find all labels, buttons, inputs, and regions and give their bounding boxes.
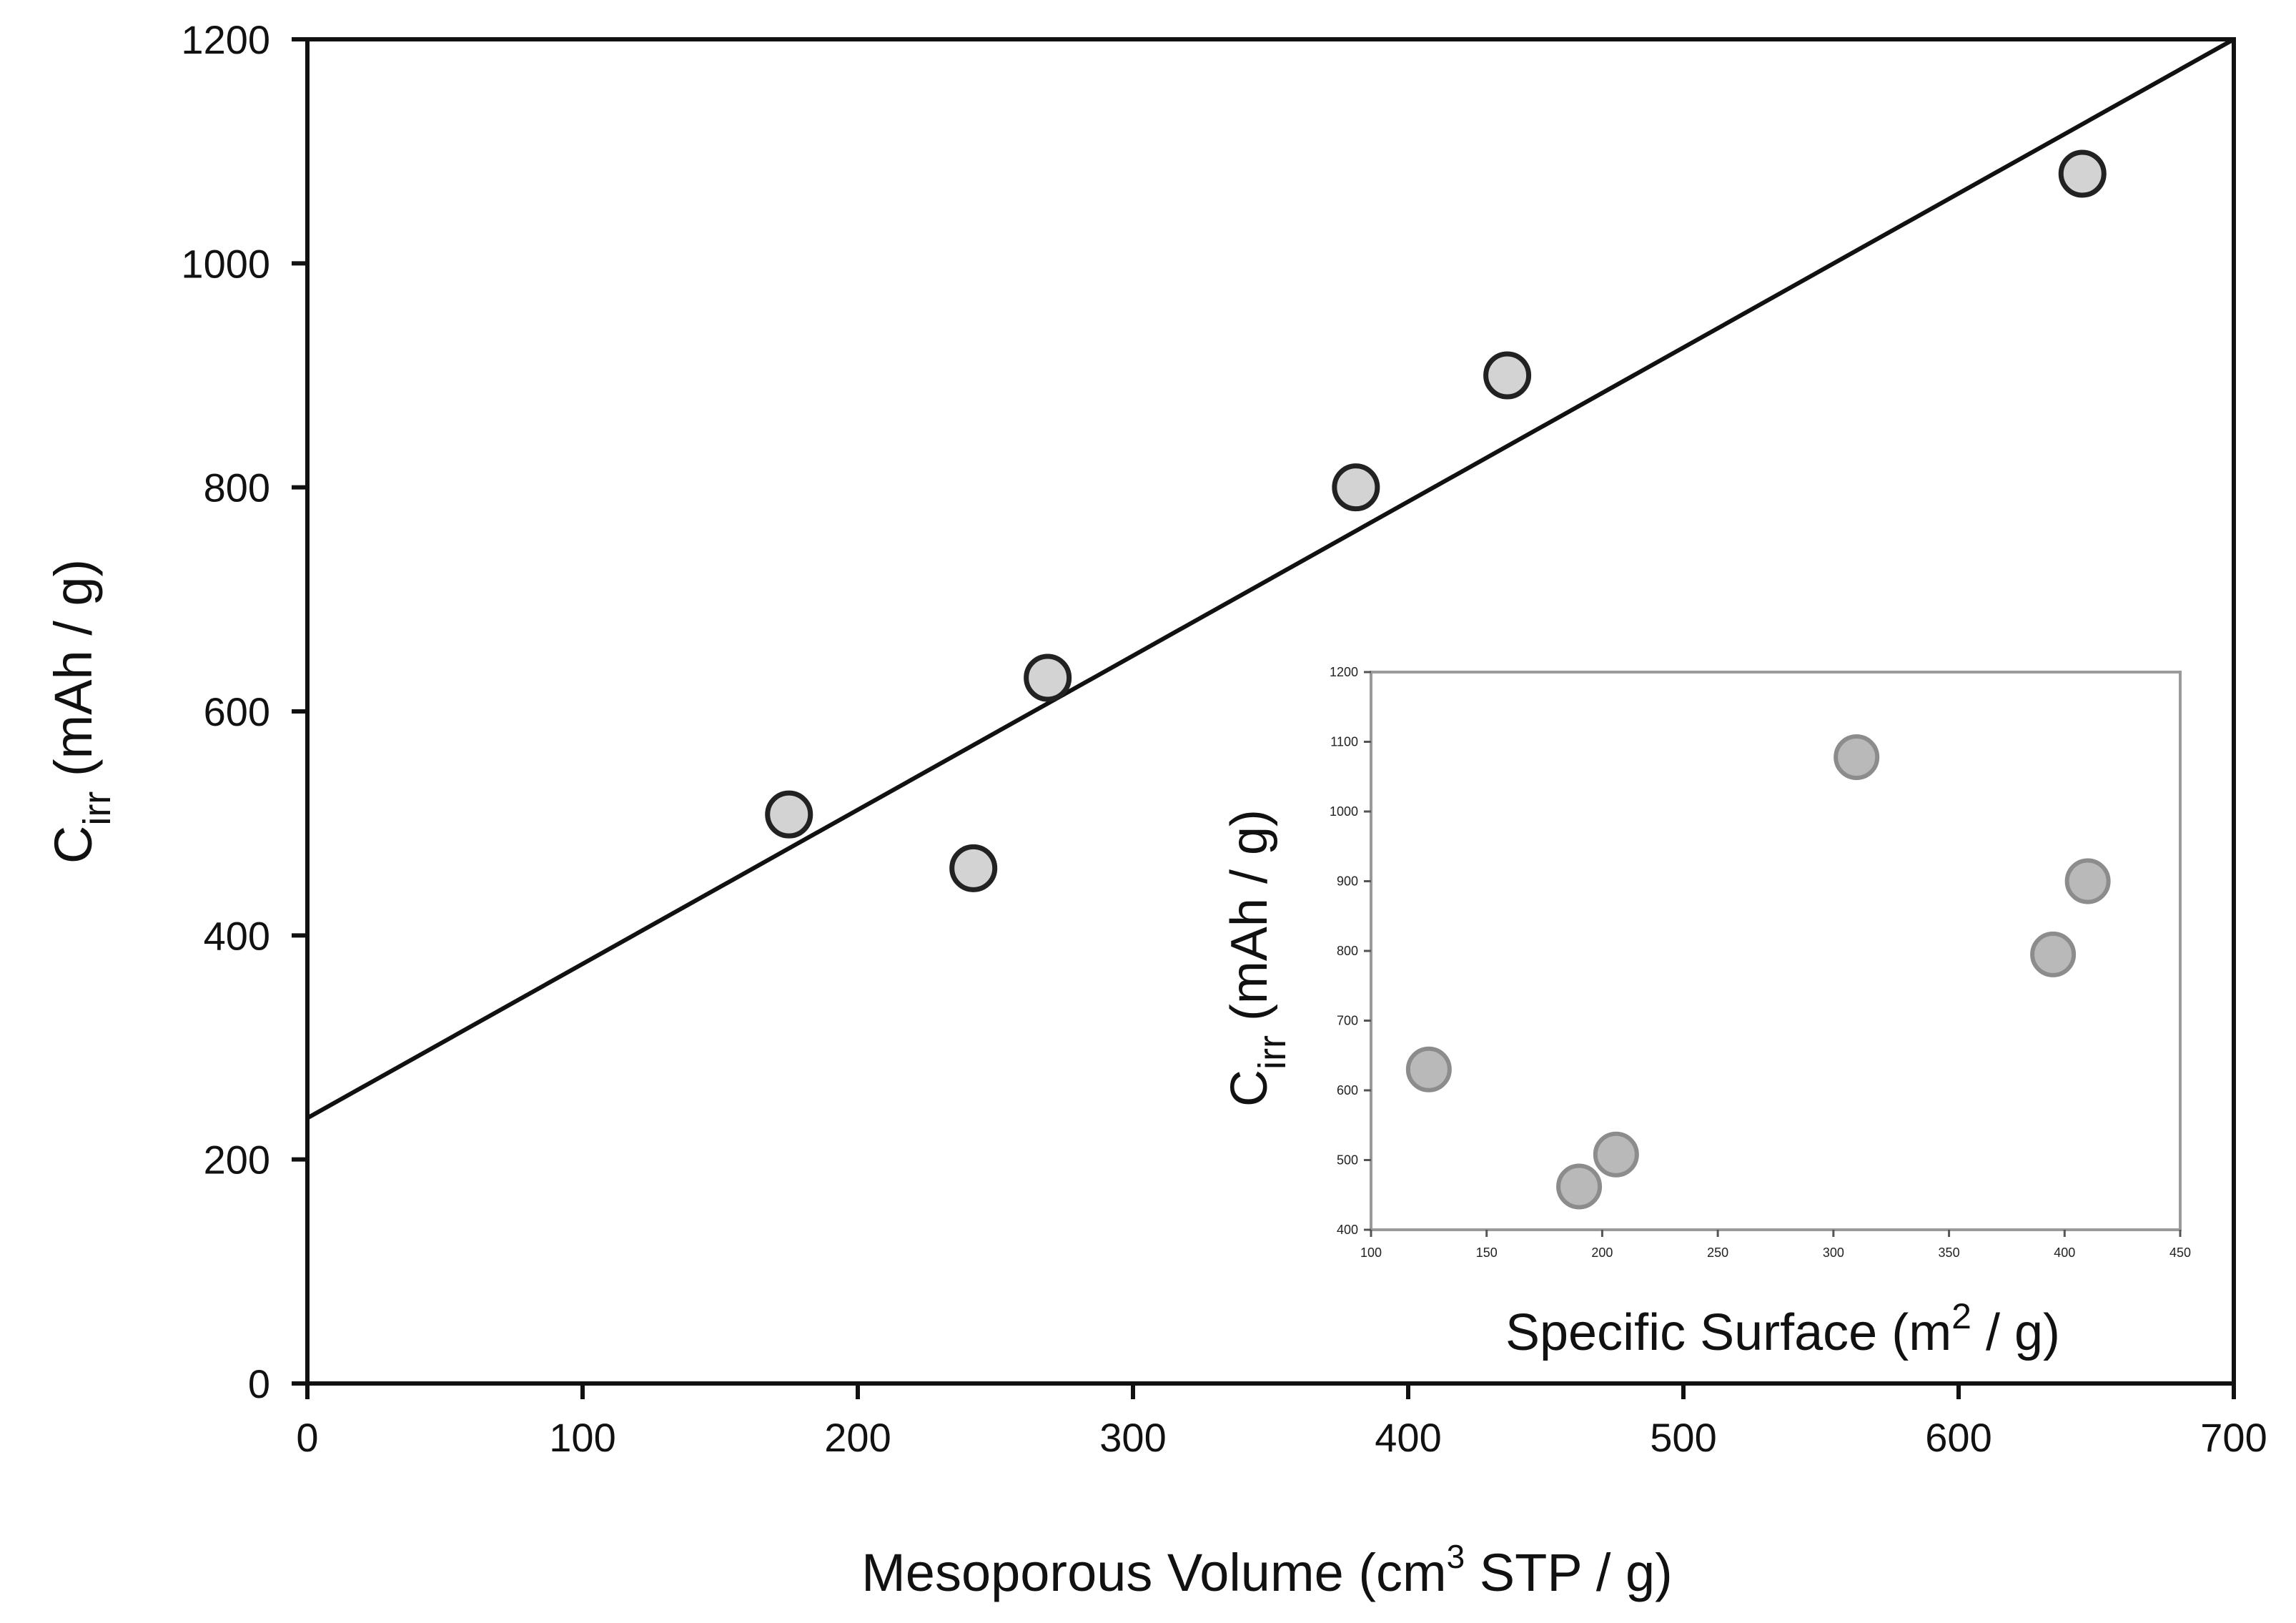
x-axis-title-main: Mesoporous Volume (cm bbox=[861, 1543, 1446, 1602]
inset-x-tick-label: 400 bbox=[2054, 1245, 2075, 1260]
x-axis-title-superscript: 3 bbox=[1447, 1538, 1465, 1575]
y-axis-title-tail: (mAh / g) bbox=[44, 559, 103, 791]
x-tick-label: 400 bbox=[1375, 1415, 1441, 1460]
inset-y-tick-label: 500 bbox=[1337, 1153, 1358, 1168]
x-axis-title-tail: STP / g) bbox=[1465, 1543, 1673, 1602]
inset-x-tick-label: 300 bbox=[1823, 1245, 1844, 1260]
x-tick-label: 700 bbox=[2200, 1415, 2267, 1460]
y-tick-label: 1200 bbox=[181, 17, 270, 62]
y-tick-label: 600 bbox=[204, 689, 270, 734]
inset-x-tick-label: 450 bbox=[2169, 1245, 2191, 1260]
data-point bbox=[765, 790, 813, 839]
x-tick-label: 300 bbox=[1099, 1415, 1166, 1460]
inset-plot: 100 150 200 250 300 350 400 450 400 500 600 700 800 9… bbox=[1221, 665, 2191, 1361]
inset-x-axis-title-main: Specific Surface (m bbox=[1505, 1304, 1951, 1361]
inset-data-point bbox=[2030, 931, 2077, 977]
data-point bbox=[1332, 463, 1380, 512]
inset-x-tick-label: 200 bbox=[1591, 1245, 1613, 1260]
inset-y-tick-label: 1200 bbox=[1330, 665, 1358, 679]
y-tick-label: 200 bbox=[204, 1138, 270, 1183]
y-axis-title: Cirr (mAh / g) bbox=[44, 559, 119, 864]
y-tick-label: 0 bbox=[248, 1361, 270, 1406]
inset-data-point bbox=[1834, 734, 1880, 780]
inset-x-tick-label: 350 bbox=[1939, 1245, 1960, 1260]
inset-y-axis-title-main: C bbox=[1221, 1070, 1278, 1107]
inset-x-axis-title: Specific Surface (m2 / g) bbox=[1505, 1296, 2060, 1361]
inset-y-tick-label: 700 bbox=[1337, 1014, 1358, 1028]
inset-data-point bbox=[2064, 858, 2111, 904]
inset-y-tick-label: 400 bbox=[1337, 1223, 1358, 1237]
data-point bbox=[2058, 149, 2107, 198]
y-axis-title-main: C bbox=[44, 826, 103, 864]
inset-data-point bbox=[1593, 1131, 1639, 1178]
inset-y-tick-label: 600 bbox=[1337, 1083, 1358, 1097]
inset-y-axis-title-tail: (mAh / g) bbox=[1221, 809, 1278, 1035]
main-plot: 0 100 200 300 400 500 600 700020040060080010001… bbox=[44, 17, 2267, 1602]
x-tick-label: 0 bbox=[296, 1415, 318, 1460]
data-point bbox=[1483, 351, 1532, 400]
y-tick-label: 1000 bbox=[181, 241, 270, 286]
x-tick-label: 100 bbox=[549, 1415, 615, 1460]
inset-data-point bbox=[1405, 1046, 1452, 1092]
x-tick-label: 500 bbox=[1650, 1415, 1716, 1460]
y-tick-label: 400 bbox=[204, 913, 270, 958]
inset-data-point bbox=[1556, 1163, 1603, 1210]
inset-y-axis-title-subscript: irr bbox=[1251, 1035, 1294, 1070]
x-axis-title: Mesoporous Volume (cm3 STP / g) bbox=[861, 1538, 1673, 1602]
inset-x-axis-title-superscript: 2 bbox=[1951, 1296, 1971, 1336]
x-tick-label: 200 bbox=[824, 1415, 891, 1460]
inset-y-tick-label: 1100 bbox=[1330, 735, 1358, 749]
x-tick-label: 600 bbox=[1925, 1415, 1991, 1460]
inset-x-tick-label: 150 bbox=[1476, 1245, 1498, 1260]
data-point bbox=[1024, 653, 1072, 702]
inset-y-tick-label: 800 bbox=[1337, 944, 1358, 958]
y-axis-title-subscript: irr bbox=[76, 791, 119, 826]
inset-y-tick-label: 900 bbox=[1337, 874, 1358, 889]
y-tick-label: 800 bbox=[204, 465, 270, 510]
inset-x-tick-label: 250 bbox=[1707, 1245, 1728, 1260]
inset-y-axis-title: Cirr (mAh / g) bbox=[1221, 809, 1294, 1107]
inset-x-axis-title-tail: / g) bbox=[1971, 1304, 2060, 1361]
inset-y-tick-label: 1000 bbox=[1330, 804, 1358, 819]
regression-line bbox=[306, 37, 2235, 1120]
inset-x-tick-label: 100 bbox=[1360, 1245, 1382, 1260]
data-point bbox=[949, 844, 998, 892]
